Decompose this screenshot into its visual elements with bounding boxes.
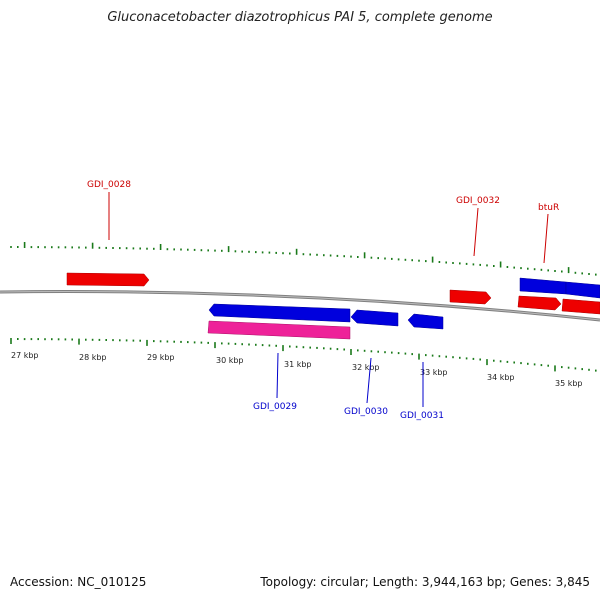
gene-GDI_0032[interactable] <box>449 289 492 305</box>
gene-label-btuR[interactable]: btuR <box>538 203 559 213</box>
gene-GDI_0031[interactable] <box>407 313 444 330</box>
scale-label: 32 kbp <box>352 363 380 372</box>
gene-GDI_0029[interactable] <box>208 303 351 323</box>
gene-GDI_0030[interactable] <box>350 309 399 327</box>
scale-label: 30 kbp <box>216 356 244 365</box>
scale-label: 27 kbp <box>11 351 39 360</box>
label-line-btuR <box>543 213 549 264</box>
gene-label-GDI_0029[interactable]: GDI_0029 <box>253 402 297 412</box>
gene-btuR[interactable] <box>517 295 562 311</box>
scale-label: 28 kbp <box>79 353 107 362</box>
gene-label-GDI_0032[interactable]: GDI_0032 <box>456 196 500 206</box>
tick-row-top <box>10 242 597 276</box>
gene-forward-next[interactable] <box>561 298 600 315</box>
scale-label: 33 kbp <box>420 368 448 377</box>
gene-label-GDI_0031[interactable]: GDI_0031 <box>400 411 444 421</box>
gene-GDI_0028[interactable] <box>66 272 150 287</box>
scale-label: 31 kbp <box>284 360 312 369</box>
gene-label-GDI_0028[interactable]: GDI_0028 <box>87 180 131 190</box>
scale-label: 29 kbp <box>147 353 175 362</box>
scale-label: 35 kbp <box>555 379 583 388</box>
genome-summary-text: Topology: circular; Length: 3,944,163 bp… <box>260 575 590 589</box>
gene-label-GDI_0030[interactable]: GDI_0030 <box>344 407 388 417</box>
gene-reverse-next[interactable] <box>565 281 600 299</box>
label-line-GDI_0032 <box>473 207 479 257</box>
gene-rna-GDI_0029[interactable] <box>207 320 351 340</box>
gene-reverse-btuR-region[interactable] <box>519 277 567 295</box>
label-line-GDI_0029 <box>276 352 279 399</box>
accession-text: Accession: NC_010125 <box>10 575 147 589</box>
scale-label: 34 kbp <box>487 373 515 382</box>
tick-row-bottom <box>10 338 597 372</box>
scale-labels: 27 kbp 28 kbp 29 kbp 30 kbp 31 kbp 32 kb… <box>11 351 583 388</box>
label-line-GDI_0030 <box>366 357 372 404</box>
map-title: Gluconacetobacter diazotrophicus PAI 5, … <box>107 10 493 25</box>
